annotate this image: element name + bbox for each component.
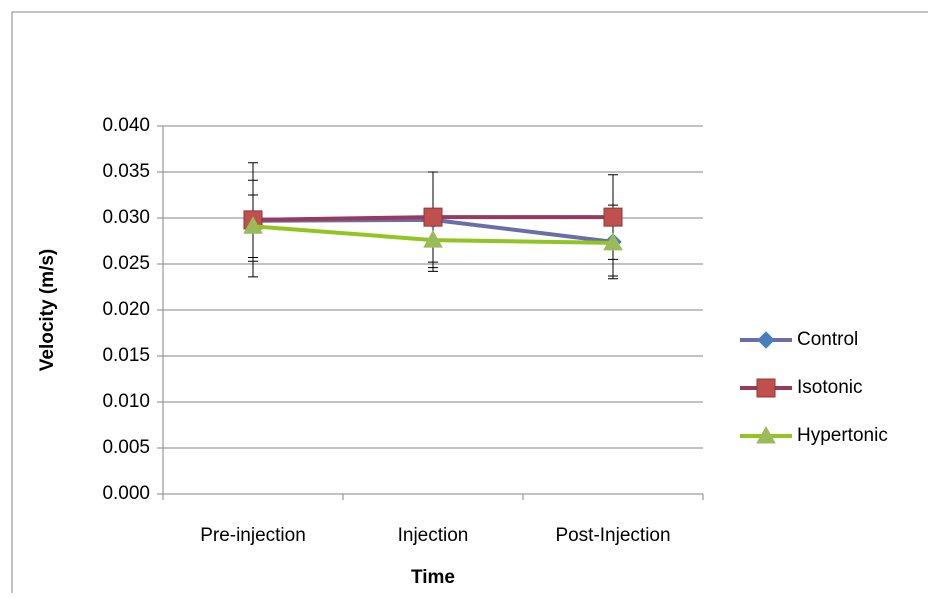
y-tick-label: 0.025 — [102, 253, 150, 274]
x-axis-label: Time — [411, 567, 455, 588]
y-tick-label: 0.040 — [102, 115, 150, 136]
legend-label: Isotonic — [797, 377, 862, 398]
legend-marker — [756, 378, 776, 398]
y-tick-label: 0.010 — [102, 391, 150, 412]
y-axis-label: Velocity (m/s) — [37, 249, 58, 372]
legend-marker — [756, 425, 776, 444]
y-tick-label: 0.020 — [102, 299, 150, 320]
x-tick-label: Injection — [398, 525, 469, 546]
marker — [423, 230, 443, 248]
y-tick-label: 0.035 — [102, 161, 150, 182]
marker — [423, 207, 443, 227]
marker — [243, 216, 263, 234]
legend-label: Hypertonic — [797, 425, 888, 446]
x-tick-label: Post-Injection — [555, 525, 670, 546]
marker — [603, 232, 623, 251]
marker — [603, 207, 623, 227]
y-tick-label: 0.015 — [102, 345, 150, 366]
x-tick-label: Pre-injection — [200, 525, 306, 546]
y-tick-label: 0.000 — [102, 483, 150, 504]
y-tick-label: 0.005 — [102, 437, 150, 458]
legend-label: Control — [797, 329, 858, 350]
legend-marker — [757, 331, 775, 349]
chart-frame — [11, 11, 928, 598]
y-tick-label: 0.030 — [102, 207, 150, 228]
